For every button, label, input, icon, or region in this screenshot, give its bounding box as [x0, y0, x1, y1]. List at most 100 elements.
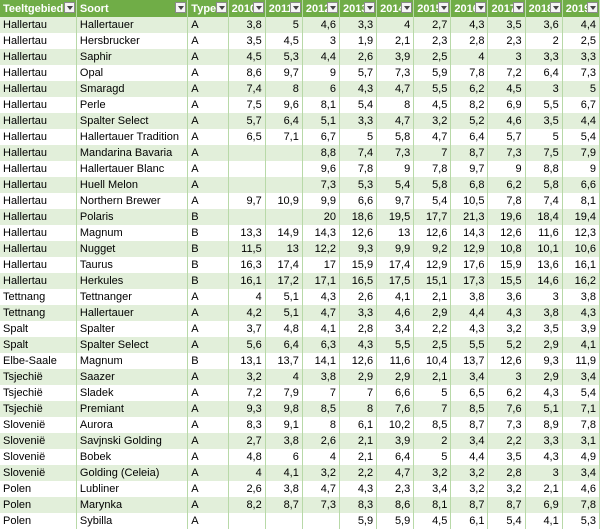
- cell-2015[interactable]: 7: [413, 145, 452, 161]
- cell-2011[interactable]: 13,7: [265, 353, 303, 369]
- cell-2013[interactable]: 8,3: [339, 497, 378, 513]
- cell-2010[interactable]: 4,8: [228, 449, 266, 465]
- cell-2018[interactable]: 3,6: [525, 17, 563, 33]
- cell-2018[interactable]: 5,5: [525, 97, 563, 113]
- cell-2019[interactable]: 5,4: [562, 385, 600, 401]
- cell-2018[interactable]: 3,5: [525, 321, 563, 337]
- cell-teeltgebied[interactable]: Spalt: [0, 321, 77, 337]
- cell-2011[interactable]: 6: [265, 449, 303, 465]
- cell-2018[interactable]: 7,4: [525, 193, 563, 209]
- cell-2011[interactable]: 5: [265, 17, 303, 33]
- cell-type[interactable]: A: [187, 65, 229, 81]
- cell-2017[interactable]: 2,2: [487, 433, 526, 449]
- cell-2015[interactable]: 4,7: [413, 129, 452, 145]
- cell-2018[interactable]: 4,3: [525, 385, 563, 401]
- cell-2011[interactable]: 3,8: [265, 433, 303, 449]
- cell-2019[interactable]: 19,4: [562, 209, 600, 225]
- cell-2010[interactable]: [228, 145, 266, 161]
- cell-teeltgebied[interactable]: Hallertau: [0, 161, 77, 177]
- cell-2015[interactable]: 3,4: [413, 481, 452, 497]
- cell-2013[interactable]: 7,8: [339, 161, 378, 177]
- cell-2018[interactable]: 3: [525, 81, 563, 97]
- cell-soort[interactable]: Spalter: [76, 321, 189, 337]
- cell-teeltgebied[interactable]: Tettnang: [0, 305, 77, 321]
- cell-2017[interactable]: 5,2: [487, 337, 526, 353]
- cell-2010[interactable]: 5,7: [228, 113, 266, 129]
- cell-2010[interactable]: 4: [228, 289, 266, 305]
- cell-2018[interactable]: 9,3: [525, 353, 563, 369]
- filter-dropdown-icon[interactable]: [364, 2, 376, 13]
- cell-2010[interactable]: 4,2: [228, 305, 266, 321]
- cell-2012[interactable]: 7,3: [302, 497, 340, 513]
- cell-2012[interactable]: 3: [302, 33, 340, 49]
- cell-teeltgebied[interactable]: Hallertau: [0, 97, 77, 113]
- cell-2016[interactable]: 3,4: [450, 433, 489, 449]
- cell-2019[interactable]: 4,4: [562, 17, 600, 33]
- cell-2015[interactable]: 4,5: [413, 513, 452, 529]
- cell-2013[interactable]: 2,1: [339, 433, 378, 449]
- cell-2019[interactable]: 16,2: [562, 273, 600, 289]
- cell-2016[interactable]: 6,1: [450, 513, 489, 529]
- cell-type[interactable]: A: [187, 17, 229, 33]
- cell-2011[interactable]: [265, 161, 303, 177]
- cell-2016[interactable]: 17,6: [450, 257, 489, 273]
- cell-2017[interactable]: 5,4: [487, 513, 526, 529]
- cell-2012[interactable]: [302, 513, 340, 529]
- cell-2016[interactable]: 4: [450, 49, 489, 65]
- cell-2012[interactable]: 2,6: [302, 433, 340, 449]
- cell-2018[interactable]: 3,3: [525, 49, 563, 65]
- cell-2014[interactable]: 17,5: [376, 273, 415, 289]
- cell-2015[interactable]: 15,1: [413, 273, 452, 289]
- cell-2011[interactable]: 8,7: [265, 497, 303, 513]
- filter-dropdown-icon[interactable]: [326, 2, 338, 13]
- cell-2016[interactable]: 3,2: [450, 465, 489, 481]
- cell-2017[interactable]: 12,6: [487, 353, 526, 369]
- cell-2011[interactable]: [265, 145, 303, 161]
- cell-2013[interactable]: 3,3: [339, 305, 378, 321]
- filter-dropdown-icon[interactable]: [289, 2, 301, 13]
- cell-2016[interactable]: 8,2: [450, 97, 489, 113]
- cell-2019[interactable]: 3,1: [562, 433, 600, 449]
- column-header-2010[interactable]: 2010: [228, 0, 266, 17]
- cell-2011[interactable]: 6,4: [265, 113, 303, 129]
- cell-soort[interactable]: Savjnski Golding: [76, 433, 189, 449]
- cell-2015[interactable]: 5,5: [413, 81, 452, 97]
- cell-2018[interactable]: 6,4: [525, 65, 563, 81]
- cell-2014[interactable]: 3,9: [376, 49, 415, 65]
- cell-2014[interactable]: 2,9: [376, 369, 415, 385]
- cell-soort[interactable]: Hallertauer Tradition: [76, 129, 189, 145]
- cell-2017[interactable]: 15,9: [487, 257, 526, 273]
- cell-2013[interactable]: 4,3: [339, 337, 378, 353]
- cell-2015[interactable]: 2,5: [413, 337, 452, 353]
- filter-dropdown-icon[interactable]: [63, 2, 75, 13]
- filter-dropdown-icon[interactable]: [438, 2, 450, 13]
- cell-2010[interactable]: 16,1: [228, 273, 266, 289]
- cell-2018[interactable]: 4,3: [525, 449, 563, 465]
- cell-2019[interactable]: 7,8: [562, 497, 600, 513]
- cell-2013[interactable]: 5,9: [339, 513, 378, 529]
- cell-2010[interactable]: 7,5: [228, 97, 266, 113]
- cell-2011[interactable]: 7,1: [265, 129, 303, 145]
- cell-2018[interactable]: 18,4: [525, 209, 563, 225]
- cell-2011[interactable]: [265, 513, 303, 529]
- cell-2013[interactable]: 2,6: [339, 289, 378, 305]
- cell-soort[interactable]: Magnum: [76, 225, 189, 241]
- cell-type[interactable]: A: [187, 337, 229, 353]
- cell-type[interactable]: A: [187, 321, 229, 337]
- cell-2010[interactable]: 9,7: [228, 193, 266, 209]
- cell-2015[interactable]: 12,6: [413, 225, 452, 241]
- cell-2016[interactable]: 13,7: [450, 353, 489, 369]
- cell-2015[interactable]: 2: [413, 433, 452, 449]
- cell-2015[interactable]: 5,8: [413, 177, 452, 193]
- cell-2014[interactable]: 3,4: [376, 321, 415, 337]
- cell-2019[interactable]: 7,9: [562, 145, 600, 161]
- cell-2010[interactable]: 4: [228, 465, 266, 481]
- cell-2010[interactable]: 8,2: [228, 497, 266, 513]
- cell-2018[interactable]: 4,1: [525, 513, 563, 529]
- cell-2012[interactable]: 20: [302, 209, 340, 225]
- cell-2010[interactable]: 3,8: [228, 17, 266, 33]
- cell-type[interactable]: A: [187, 465, 229, 481]
- cell-2011[interactable]: 4: [265, 369, 303, 385]
- cell-2016[interactable]: 4,3: [450, 321, 489, 337]
- cell-teeltgebied[interactable]: Slovenië: [0, 449, 77, 465]
